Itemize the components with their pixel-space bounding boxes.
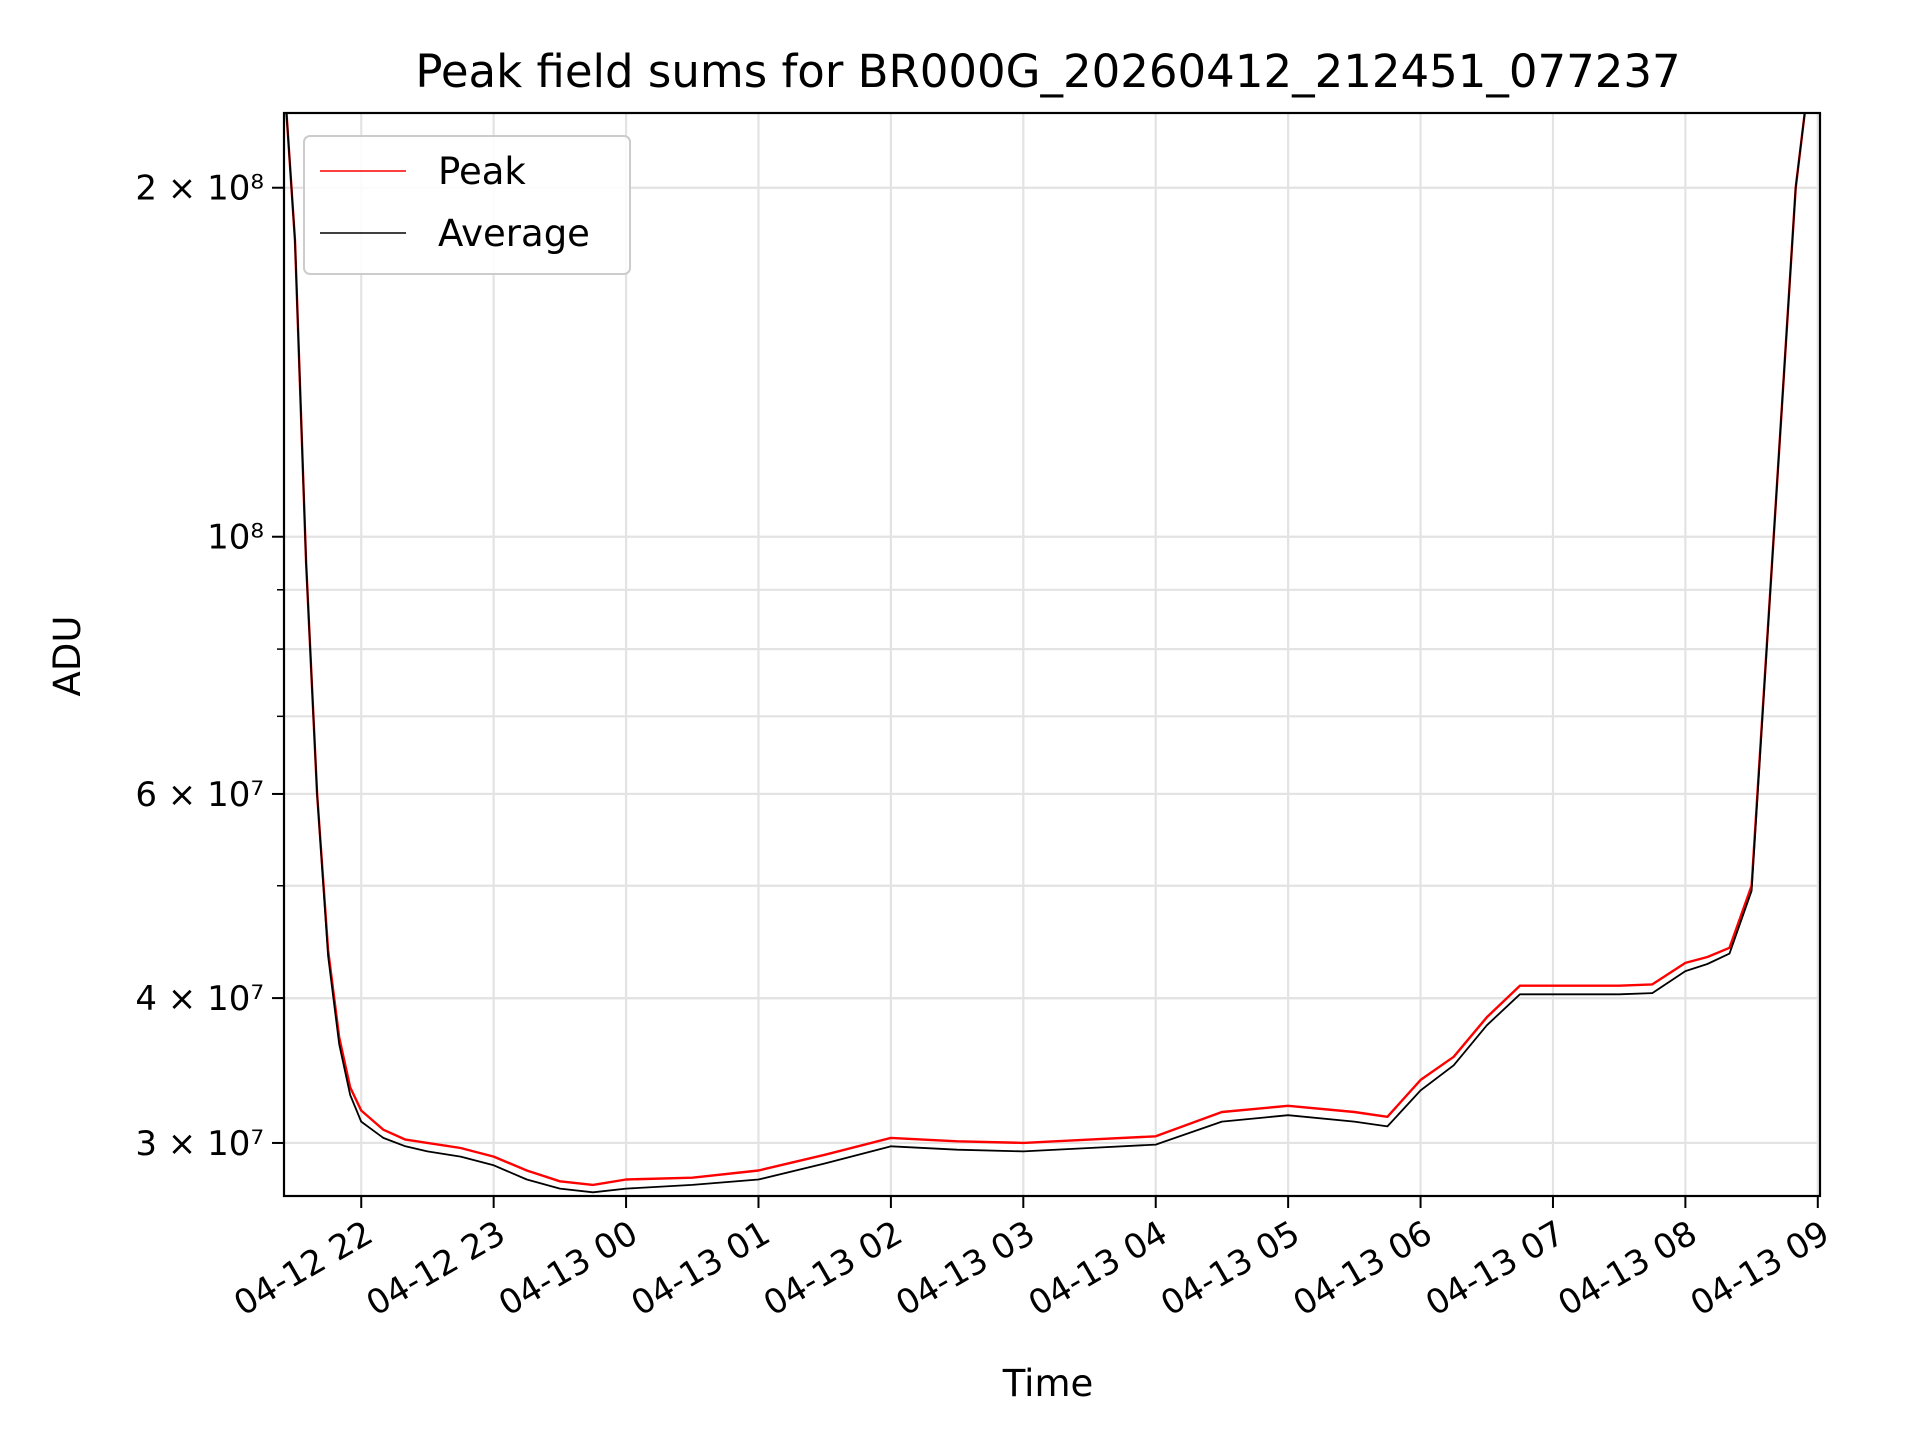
x-tick-label: 04-12 23 <box>360 1213 512 1324</box>
y-axis: 3 × 10⁷ 4 × 10⁷ 6 × 10⁷ 10⁸ 2 × 10⁸ <box>135 169 284 1164</box>
legend-label-average: Average <box>438 212 590 255</box>
y-tick-label: 4 × 10⁷ <box>135 979 264 1019</box>
plot-series <box>285 113 1806 1194</box>
plot-frame <box>282 111 1822 1198</box>
x-tick-label: 04-13 01 <box>625 1213 777 1324</box>
y-tick-label: 10⁸ <box>207 518 264 558</box>
series-line-average <box>285 113 1806 1194</box>
y-tick-label: 3 × 10⁷ <box>135 1124 264 1164</box>
chart-title: Peak field sums for BR000G_20260412_2124… <box>415 45 1680 98</box>
x-tick-label: 04-13 02 <box>757 1213 909 1324</box>
x-tick-label: 04-13 09 <box>1684 1213 1836 1324</box>
x-axis-label: Time <box>1002 1362 1094 1405</box>
x-tick-label: 04-13 05 <box>1154 1213 1306 1324</box>
grid <box>284 113 1820 1196</box>
y-axis-label: ADU <box>46 616 89 697</box>
x-tick-label: 04-13 06 <box>1287 1213 1439 1324</box>
x-tick-label: 04-13 00 <box>492 1213 644 1324</box>
x-tick-label: 04-13 03 <box>889 1213 1041 1324</box>
x-tick-label: 04-13 07 <box>1419 1213 1571 1324</box>
y-tick-label: 6 × 10⁷ <box>135 775 264 815</box>
legend: Peak Average <box>303 135 631 275</box>
x-tick-label: 04-13 04 <box>1022 1213 1174 1324</box>
y-tick-label: 2 × 10⁸ <box>135 169 264 209</box>
x-tick-label: 04-13 08 <box>1551 1213 1703 1324</box>
x-tick-label: 04-12 22 <box>227 1213 379 1324</box>
legend-label-peak: Peak <box>438 150 526 193</box>
series-line-peak <box>285 113 1806 1187</box>
